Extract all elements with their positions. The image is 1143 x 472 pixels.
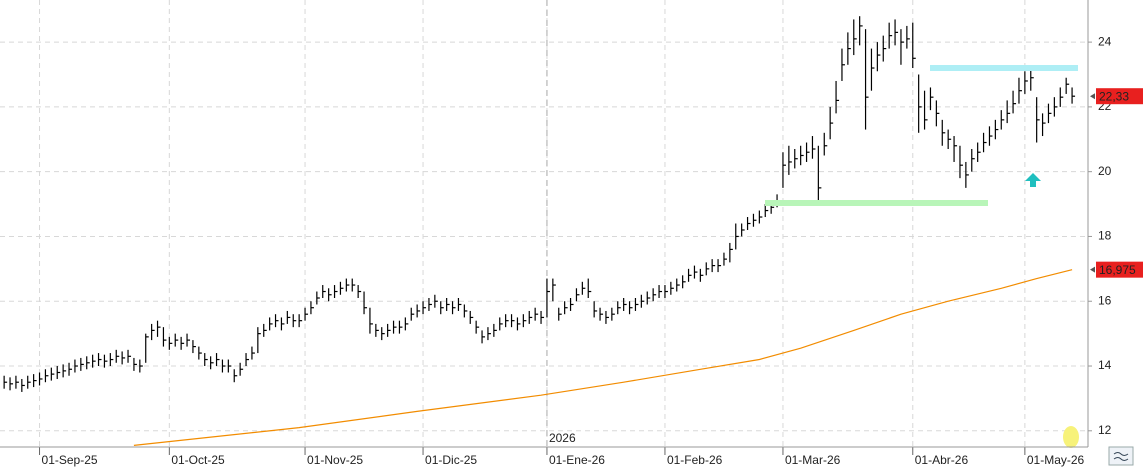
- arrow-up: [1025, 173, 1041, 187]
- y-tick-label: 24: [1098, 34, 1112, 48]
- moving-average: [133, 269, 1073, 446]
- y-tick-label: 14: [1098, 358, 1112, 372]
- y-tick-label: 12: [1098, 423, 1112, 437]
- x-tick-label: 01-Sep-25: [42, 453, 98, 467]
- y-tick-label: 16: [1098, 293, 1112, 307]
- year-label: 2026: [549, 431, 576, 445]
- price-tag: [1096, 261, 1143, 278]
- y-tick-label: 18: [1098, 229, 1112, 243]
- x-tick-label: 01-Abr-26: [915, 453, 969, 467]
- price-tag-label: 16,975: [1099, 263, 1136, 277]
- x-tick-label: 01-May-26: [1027, 453, 1085, 467]
- x-tick-label: 01-Feb-26: [667, 453, 723, 467]
- x-tick-label: 01-Nov-25: [307, 453, 363, 467]
- highlight: [1063, 426, 1079, 448]
- x-tick-label: 01-Ene-26: [549, 453, 605, 467]
- y-tick-label: 20: [1098, 164, 1112, 178]
- price-pointer: [1090, 93, 1095, 100]
- x-tick-label: 01-Oct-25: [171, 453, 225, 467]
- support-band: [765, 200, 988, 206]
- scale-icon: [1113, 452, 1129, 461]
- resistance-band: [930, 65, 1078, 71]
- x-tick-label: 01-Dic-25: [425, 453, 477, 467]
- price-tag: [1096, 88, 1143, 105]
- price-tag-label: 22,33: [1099, 89, 1129, 103]
- price-pointer: [1090, 266, 1095, 273]
- scale-button[interactable]: [1108, 446, 1134, 466]
- x-tick-label: 01-Mar-26: [785, 453, 841, 467]
